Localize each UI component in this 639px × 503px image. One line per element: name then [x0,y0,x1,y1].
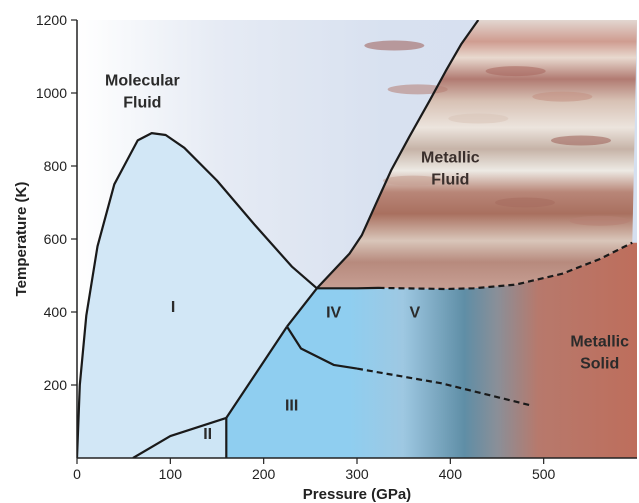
y-tick-label: 400 [44,304,68,320]
II-top-boundary [132,416,227,458]
phase-I-outer-boundary [77,132,318,458]
phase-boundaries [77,20,633,458]
jupiter-swirl [495,197,555,208]
phase-II-region [133,417,227,458]
molecular-fluid-label: Molecular Fluid [105,73,180,112]
IV-III-boundary [286,326,358,370]
jupiter-swirl [532,91,593,102]
jupiter-swirls [364,40,630,226]
region-labels: Molecular Fluid Metallic Fluid Metallic Solid… [105,73,629,443]
lower-phases-fill [226,242,637,458]
I-III-boundary [225,325,288,419]
y-tick-label: 200 [44,377,68,393]
jupiter-swirl [387,84,448,95]
phase-V-label: V [410,304,421,321]
phase-I-region [77,133,317,458]
y-tick-label: 600 [44,231,68,247]
x-tick-label: 0 [73,466,81,482]
jupiter-image-metallic-fluid [316,20,637,289]
y-tick-label: 1000 [36,85,67,101]
jupiter-swirl [569,215,630,226]
jupiter-swirl [448,113,509,124]
phase-III-label: III [285,398,298,415]
y-tick-label: 800 [44,158,68,174]
x-tick-label: 300 [345,466,369,482]
phase-II-label: II [203,426,212,443]
III-solid-boundary [356,367,530,407]
axes: 0 100 200 300 400 500 200 400 600 800 1000 1200 [36,12,637,482]
jupiter-swirl [551,135,611,146]
y-tick-label: 1200 [36,12,67,28]
jupiter-swirl [364,40,425,51]
phase-I-label: I [171,299,175,316]
x-axis-label: Pressure (GPa) [303,486,411,503]
x-tick-label: 400 [439,466,463,482]
phase-IV-label: IV [326,304,341,321]
metallic-fluid-label: Metallic Fluid [421,149,480,188]
x-tick-label: 100 [159,466,183,482]
y-axis-label: Temperature (K) [13,182,30,297]
x-tick-label: 200 [252,466,276,482]
jupiter-swirl [485,66,546,77]
jupiter-swirl [383,175,443,186]
metallic-solid-label: Metallic Solid [570,334,629,373]
x-tick-label: 500 [532,466,556,482]
I-IV-boundary [286,287,318,328]
molecular-metallic-boundary [316,20,480,290]
